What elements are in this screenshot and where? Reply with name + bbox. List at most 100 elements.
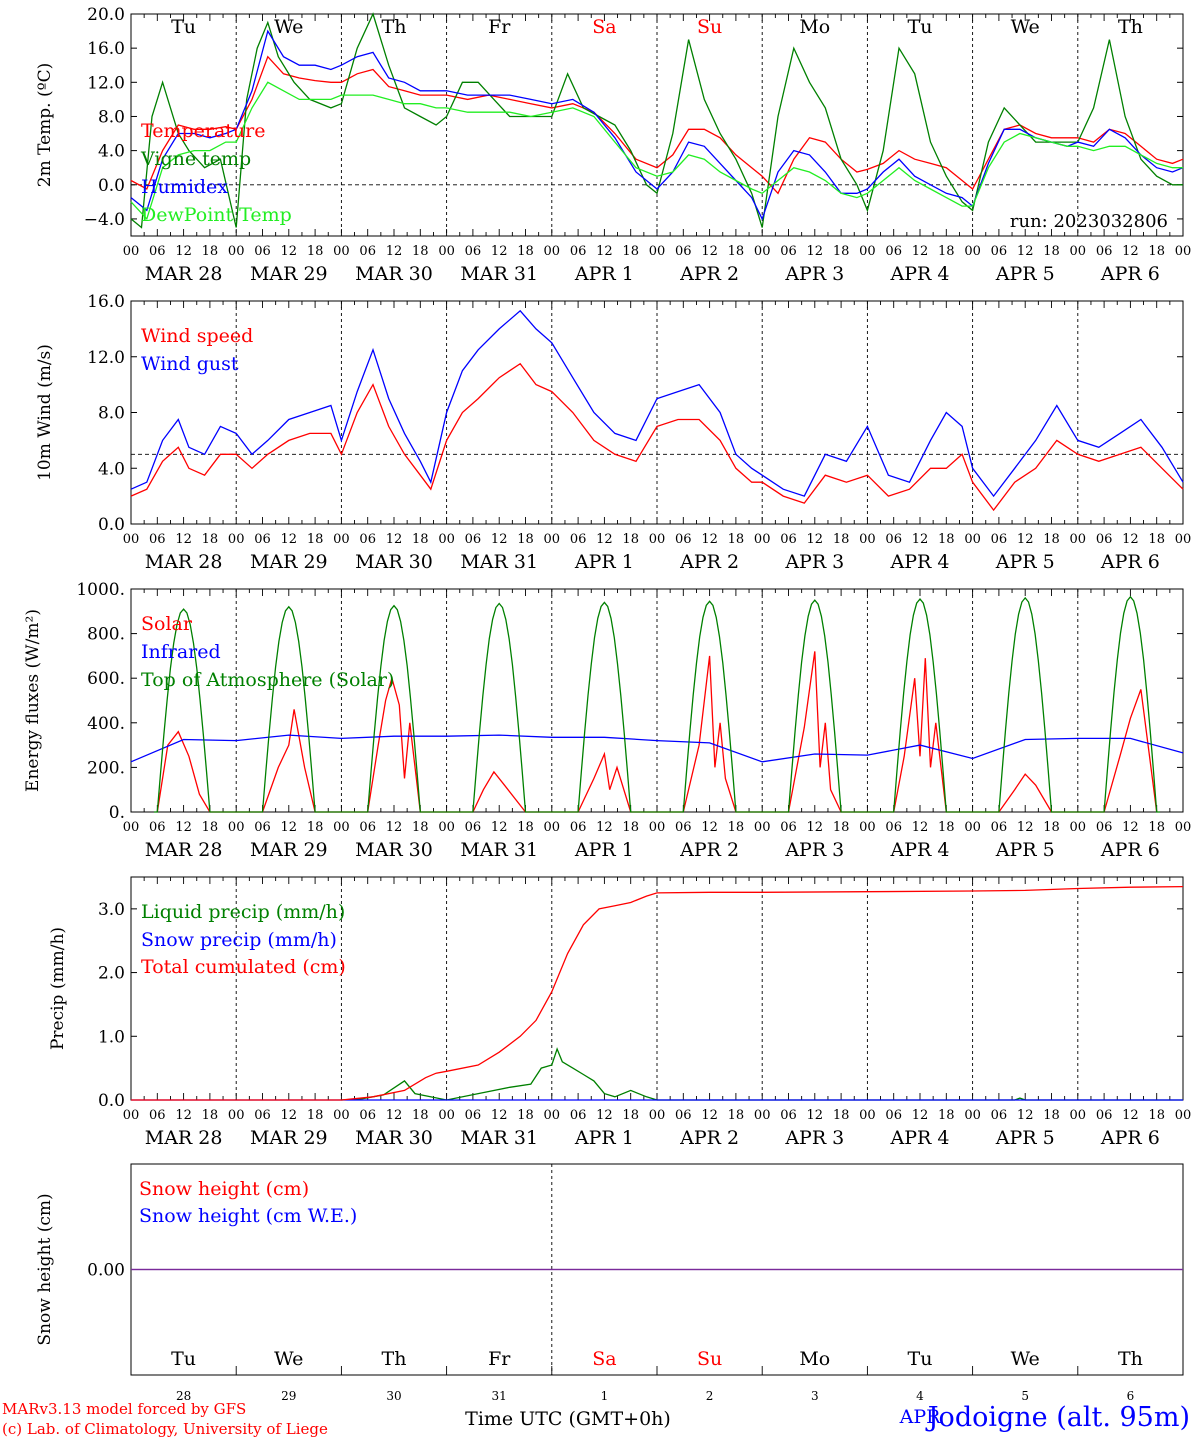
hour-label: 00 [1175, 244, 1192, 259]
hour-label: 06 [1096, 1108, 1113, 1123]
date-label: APR 1 [574, 839, 634, 861]
hour-label: 18 [1043, 820, 1060, 835]
hour-label: 12 [596, 1108, 613, 1123]
date-label: APR 4 [890, 551, 950, 573]
y-tick-label: 600. [87, 669, 125, 689]
series-total-cumulated-cm- [131, 885, 1184, 1101]
y-tick-label: 4.0 [98, 142, 125, 162]
date-label: MAR 30 [355, 551, 433, 573]
date-label: MAR 30 [355, 1127, 433, 1149]
legend-item: Snow precip (mm/h) [141, 929, 337, 951]
legend-item: Snow height (cm) [139, 1178, 309, 1200]
hour-label: 12 [701, 244, 718, 259]
legend-item: Snow height (cm W.E.) [139, 1205, 357, 1227]
panel-3 [130, 588, 1184, 813]
hour-label: 06 [254, 532, 271, 547]
weekday-label: Th [382, 16, 407, 38]
hour-label: 06 [465, 532, 482, 547]
run-label: run: 2023032806 [1010, 211, 1168, 232]
hour-label: 06 [254, 820, 271, 835]
hour-label: 18 [307, 244, 324, 259]
y-tick-label: 0.0 [98, 176, 125, 196]
date-label: APR 4 [890, 1127, 950, 1149]
legend-item: Wind gust [141, 353, 239, 375]
hour-label: 00 [333, 1108, 350, 1123]
legend-item: Humidex [141, 176, 228, 198]
hour-label: 18 [1043, 1108, 1060, 1123]
hour-label: 06 [675, 244, 692, 259]
y-tick-label: 0.00 [87, 1261, 125, 1281]
weekday-label: Fr [488, 1348, 511, 1370]
legend-item: Top of Atmosphere (Solar) [141, 669, 394, 691]
date-label: APR 2 [679, 839, 739, 861]
hour-label: 18 [202, 244, 219, 259]
hour-label: 18 [622, 1108, 639, 1123]
hour-label: 00 [544, 532, 561, 547]
hour-label: 18 [1043, 532, 1060, 547]
hour-label: 06 [991, 1108, 1008, 1123]
hour-label: 00 [438, 1108, 455, 1123]
y-tick-label: 2.0 [98, 964, 125, 984]
weekday-label: Tu [908, 16, 933, 38]
hour-label: 12 [1122, 532, 1139, 547]
hour-label: 12 [596, 820, 613, 835]
hour-label: 18 [1148, 1108, 1165, 1123]
hour-label: 12 [1017, 820, 1034, 835]
hour-label: 00 [123, 532, 140, 547]
hour-label: 18 [412, 244, 429, 259]
hour-label: 12 [701, 820, 718, 835]
day-number-label: 29 [281, 1389, 296, 1403]
y-tick-label: 1000. [76, 580, 125, 600]
hour-label: 06 [885, 244, 902, 259]
y-tick-label: 3.0 [98, 900, 125, 920]
hour-label: 06 [991, 820, 1008, 835]
y-tick-label: 800. [87, 625, 125, 645]
hour-label: 06 [359, 820, 376, 835]
weekday-label: Mo [799, 16, 830, 38]
date-label: MAR 29 [250, 263, 328, 285]
hour-label: 18 [833, 820, 850, 835]
hour-label: 00 [333, 244, 350, 259]
legend-item: Liquid precip (mm/h) [141, 901, 345, 923]
hour-label: 00 [1070, 244, 1087, 259]
y-tick-label: 12.0 [87, 348, 125, 368]
hour-label: 00 [754, 1108, 771, 1123]
hour-label: 18 [202, 820, 219, 835]
weekday-label: We [1011, 16, 1040, 38]
legend-item: Infrared [141, 641, 221, 663]
hour-label: 12 [1122, 1108, 1139, 1123]
hour-label: 18 [1148, 820, 1165, 835]
hour-label: 12 [491, 532, 508, 547]
hour-label: 18 [517, 532, 534, 547]
hour-label: 06 [675, 532, 692, 547]
series-wind-speed [130, 362, 1184, 512]
weekday-label: We [274, 1348, 303, 1370]
hour-label: 00 [1070, 1108, 1087, 1123]
date-label: MAR 30 [355, 839, 433, 861]
hour-label: 00 [228, 532, 245, 547]
hour-label: 18 [938, 820, 955, 835]
day-number-label: 4 [916, 1389, 924, 1403]
hour-label: 18 [1148, 244, 1165, 259]
hour-label: 12 [281, 820, 298, 835]
hour-label: 00 [754, 532, 771, 547]
hour-label: 00 [228, 820, 245, 835]
hour-label: 12 [807, 532, 824, 547]
legend-item: Total cumulated (cm) [141, 956, 346, 978]
hour-label: 12 [701, 1108, 718, 1123]
date-label: APR 5 [995, 1127, 1055, 1149]
hour-label: 06 [991, 244, 1008, 259]
date-label: MAR 28 [145, 1127, 223, 1149]
hour-label: 18 [938, 532, 955, 547]
hour-label: 00 [123, 244, 140, 259]
date-label: MAR 31 [460, 839, 538, 861]
weekday-label: We [1011, 1348, 1040, 1370]
date-label: MAR 30 [355, 263, 433, 285]
legend-item: DewPoint Temp [141, 204, 292, 226]
hour-label: 12 [386, 820, 403, 835]
hour-label: 06 [149, 244, 166, 259]
panel-frame [130, 300, 1184, 525]
weekday-label: Th [382, 1348, 407, 1370]
hour-label: 06 [359, 1108, 376, 1123]
hour-label: 18 [833, 244, 850, 259]
